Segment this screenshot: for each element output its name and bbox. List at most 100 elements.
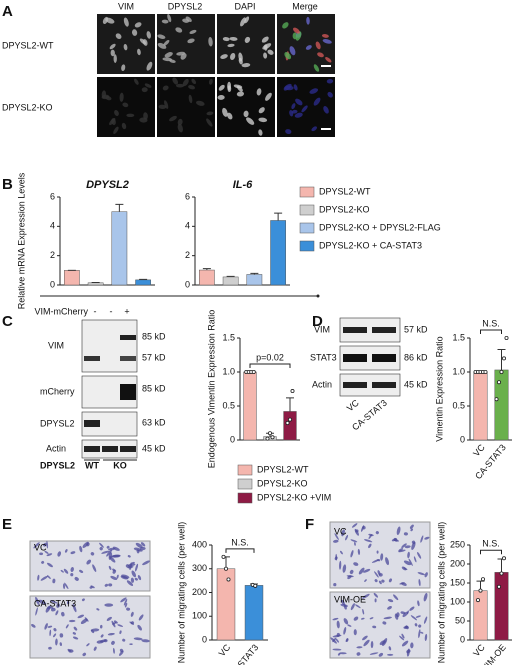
migrated-cell — [108, 583, 113, 587]
data-point — [499, 571, 504, 576]
y-tick-label: 0.5 — [452, 400, 465, 410]
migrated-cell — [77, 614, 85, 619]
migrated-cell — [91, 629, 95, 634]
legend-label: DPYSL2-KO — [257, 478, 308, 488]
migrated-cell — [343, 618, 349, 625]
cell — [187, 38, 195, 44]
migrated-cell — [398, 549, 406, 553]
migrated-cell — [135, 563, 139, 572]
migrated-cell — [345, 534, 349, 541]
cell — [227, 81, 232, 91]
migrated-cell — [101, 550, 110, 554]
migrated-cell — [381, 579, 385, 583]
migrated-cell — [129, 621, 134, 625]
migrated-cell — [112, 568, 116, 572]
cell — [175, 83, 185, 88]
legend-swatch — [299, 186, 315, 198]
migrated-cell — [378, 652, 384, 657]
legend-label: DPYSL2-KO +VIM — [257, 492, 331, 502]
cell — [164, 100, 169, 109]
migrated-cell — [399, 635, 405, 641]
panel-letter: B — [2, 176, 13, 193]
transwell-image — [329, 591, 431, 659]
migrated-cell — [341, 529, 345, 537]
migrated-cell — [363, 568, 371, 573]
band-label: Actin — [46, 443, 66, 453]
migrated-cell — [410, 528, 413, 532]
migrated-cell — [81, 598, 85, 602]
migrated-cell — [50, 607, 56, 612]
migrated-cell — [368, 543, 372, 549]
genotype-label: DPYSL2 — [40, 460, 75, 470]
cell — [256, 88, 262, 96]
image-label: CA-STAT3 — [34, 598, 76, 608]
migrated-cell — [362, 635, 368, 641]
migrated-cell — [418, 629, 421, 639]
x-tick-label: VC — [471, 642, 487, 658]
cell — [295, 98, 303, 106]
y-tick-label: 6 — [185, 191, 190, 201]
x-tick-label: VIM-OE — [480, 642, 508, 665]
panel-letter: A — [2, 3, 13, 20]
migrated-cell — [383, 616, 392, 620]
cell — [161, 19, 169, 24]
migrated-cell — [356, 652, 361, 656]
cell — [240, 17, 246, 27]
genotype-label: WT — [85, 460, 99, 470]
blot-frame — [81, 411, 138, 437]
y-tick-label: 0 — [50, 279, 55, 289]
migrated-cell — [354, 542, 356, 546]
cell — [188, 94, 193, 104]
migrated-cell — [417, 600, 420, 607]
migrated-cell — [350, 539, 358, 543]
migrated-cell — [56, 603, 61, 608]
y-tick-label: 150 — [450, 577, 465, 587]
migrated-cell — [126, 580, 134, 586]
migrated-cell — [66, 601, 70, 605]
legend-swatch — [299, 240, 315, 252]
cell — [137, 48, 141, 56]
marker-label: 57 kD — [404, 324, 428, 334]
data-point — [475, 598, 480, 603]
error-bar — [286, 397, 294, 412]
migrated-cell — [372, 625, 377, 629]
migrated-cell — [396, 612, 400, 618]
migrated-cell — [364, 539, 373, 543]
migrated-cell — [61, 611, 65, 617]
band-label: DPYSL2 — [40, 418, 75, 428]
migrated-cell — [424, 633, 428, 641]
transwell-image — [329, 521, 431, 589]
migrated-cell — [49, 600, 58, 604]
data-point — [251, 369, 256, 374]
migrated-cell — [126, 607, 131, 611]
blot-header: VIM-mCherry — [35, 306, 89, 316]
legend-swatch — [237, 492, 253, 504]
column-label: Merge — [292, 1, 318, 11]
legend-swatch — [237, 478, 253, 490]
y-tick-label: 200 — [192, 587, 207, 597]
migrated-cell — [139, 546, 146, 551]
migrated-cell — [84, 617, 89, 622]
migrated-cell — [401, 582, 407, 586]
cell — [321, 34, 329, 38]
migrated-cell — [382, 621, 387, 625]
migrated-cell — [357, 548, 361, 555]
y-axis-label: Endogenous Vimentin Expression Ratio — [206, 310, 216, 468]
cell — [306, 16, 310, 25]
bar — [283, 411, 297, 441]
cell — [326, 79, 334, 84]
cell — [146, 61, 153, 71]
cell — [325, 57, 332, 63]
migrated-cell — [353, 616, 359, 621]
migrated-cell — [43, 542, 47, 547]
data-point — [290, 389, 295, 394]
migrated-cell — [35, 607, 38, 616]
migrated-cell — [334, 533, 339, 540]
migrated-cell — [349, 569, 354, 575]
migrated-cell — [388, 578, 392, 583]
cell — [243, 110, 249, 118]
cell — [121, 64, 126, 72]
migrated-cell — [106, 616, 112, 621]
y-tick-label: 0.5 — [222, 400, 235, 410]
bar — [494, 369, 509, 441]
